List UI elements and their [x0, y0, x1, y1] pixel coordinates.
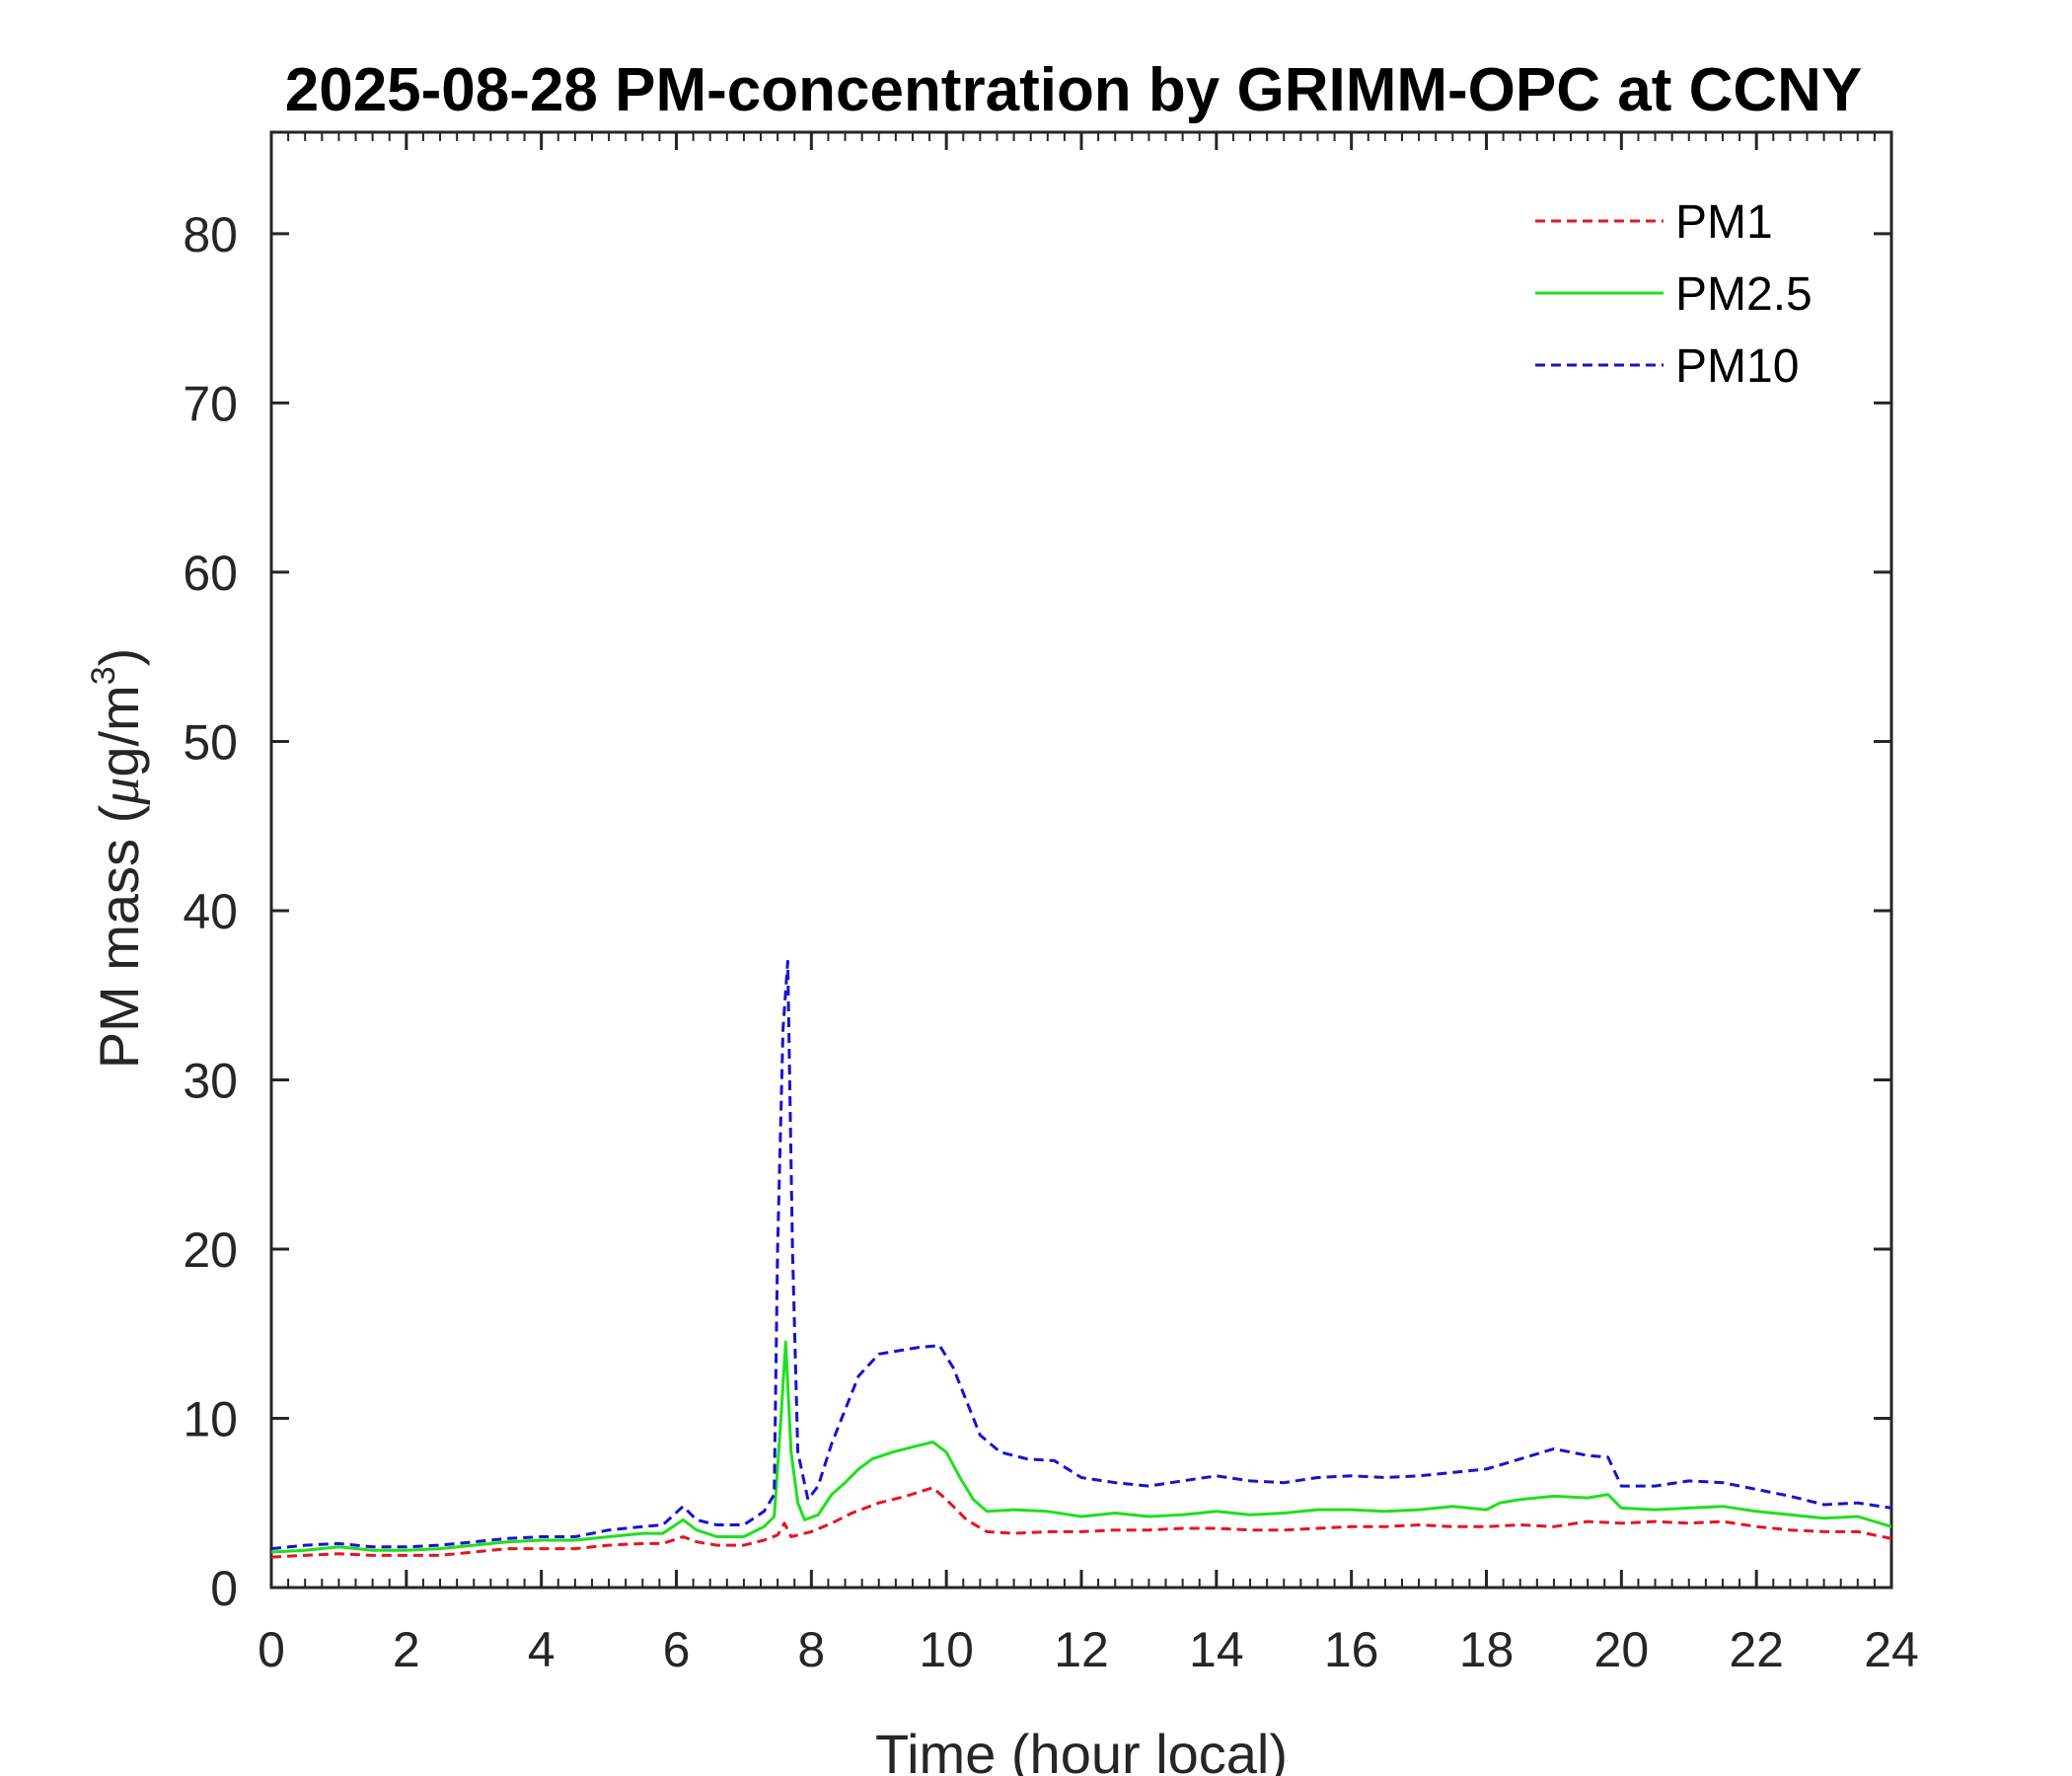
series-lines: [271, 959, 1891, 1559]
x-tick-label: 12: [1054, 1622, 1109, 1677]
y-axis-label-mu: μ: [90, 777, 151, 806]
x-tick-label: 2: [393, 1622, 420, 1677]
x-tick-label: 0: [258, 1622, 285, 1677]
legend-label: PM2.5: [1675, 268, 1813, 321]
x-tick-label: 14: [1189, 1622, 1244, 1677]
plot-area-frame: [269, 130, 1893, 1590]
x-tick-label: 18: [1459, 1622, 1515, 1677]
y-tick-label: 50: [183, 714, 238, 770]
x-tick-label: 22: [1729, 1622, 1784, 1677]
y-tick-label: 10: [183, 1391, 238, 1446]
y-tick-label: 80: [183, 207, 238, 262]
chart-title: 2025-08-28 PM-concentration by GRIMM-OPC…: [285, 56, 1863, 124]
series-line-pm2-5: [271, 1340, 1891, 1554]
y-tick-label: 60: [183, 546, 238, 601]
major-ticks: [269, 132, 1893, 1590]
x-tick-label: 20: [1594, 1622, 1650, 1677]
x-axis-label: Time (hour local): [875, 1723, 1288, 1776]
y-axis-label-sup: 3: [85, 666, 122, 685]
x-tick-label: 6: [663, 1622, 691, 1677]
y-tick-label: 70: [183, 376, 238, 431]
x-tick-label: 4: [528, 1622, 555, 1677]
y-axis-label-close: ): [88, 648, 150, 667]
y-tick-labels: 0 10 20 30 40 50 60 70 80: [183, 207, 238, 1616]
y-axis-label-main: PM mass (: [88, 804, 150, 1069]
y-tick-label: 0: [210, 1561, 238, 1616]
x-tick-label: 16: [1324, 1622, 1379, 1677]
minor-ticks: [287, 132, 1876, 1588]
y-axis-label: PM mass (μg/m3): [85, 648, 151, 1070]
legend-label: PM1: [1675, 196, 1773, 249]
y-tick-label: 30: [183, 1053, 238, 1108]
y-axis-label-unit: g/m: [88, 685, 150, 777]
series-line-pm1: [271, 1486, 1891, 1559]
y-tick-label: 20: [183, 1222, 238, 1278]
x-tick-label: 24: [1864, 1622, 1919, 1677]
legend-label: PM10: [1675, 340, 1799, 393]
x-tick-labels: 0 2 4 6 8 10 12 14 16 18 20 22 24: [258, 1622, 1919, 1677]
legend: PM1 PM2.5 PM10: [1535, 196, 1813, 393]
y-tick-label: 40: [183, 884, 238, 939]
series-line-pm10: [271, 959, 1891, 1551]
x-tick-label: 10: [919, 1622, 974, 1677]
x-tick-label: 8: [797, 1622, 825, 1677]
